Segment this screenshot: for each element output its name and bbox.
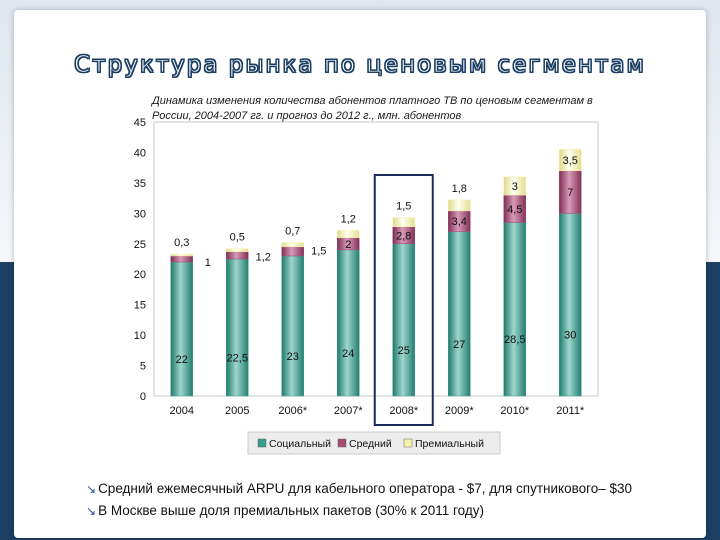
data-label: 1,5 (396, 201, 411, 213)
data-label: 1,2 (256, 252, 271, 264)
data-label: 22 (176, 354, 188, 366)
legend-label: Социальный (269, 438, 331, 450)
y-tick-label: 5 (140, 361, 146, 373)
plot-area (153, 121, 599, 397)
bar-segment (226, 248, 249, 252)
slide-title: Структура рынка по ценовым сегментам (74, 52, 646, 79)
bar-segment (170, 261, 193, 397)
bar-segment (170, 255, 193, 263)
y-tick-label: 45 (134, 117, 146, 129)
data-label: 3 (512, 181, 518, 193)
bullet-text: В Москве выше доля премиальных пакетов (… (98, 503, 484, 518)
x-tick-label: 2008* (389, 405, 418, 417)
x-tick-label: 2010* (500, 405, 529, 417)
x-tick-label: 2007* (334, 405, 363, 417)
y-tick-label: 35 (134, 178, 146, 190)
data-label: 24 (342, 348, 354, 360)
x-tick-label: 2004 (170, 405, 194, 417)
bar-segment (337, 249, 360, 397)
data-label: 4,5 (507, 204, 522, 216)
bullet-list: ↘ Средний ежемесячный ARPU для кабельного… (86, 478, 696, 522)
x-tick-label: 2009* (445, 405, 474, 417)
legend-label: Средний (349, 438, 392, 450)
data-label: 23 (287, 351, 299, 363)
bar-segment (281, 255, 304, 397)
bar-segment (448, 231, 471, 397)
bar-segment (337, 230, 360, 238)
data-label: 25 (398, 345, 410, 357)
data-label: 2 (345, 239, 351, 251)
bar-segment (226, 258, 249, 397)
legend-box (247, 431, 501, 455)
y-tick-label: 15 (134, 300, 146, 312)
arrow-bullet-icon: ↘ (86, 482, 97, 496)
y-tick-label: 25 (134, 239, 146, 251)
data-label: 27 (453, 339, 465, 351)
data-label: 30 (564, 330, 576, 342)
data-label: 2,8 (396, 230, 411, 242)
data-label: 0,5 (230, 232, 245, 244)
data-label: 22,5 (227, 353, 248, 365)
data-label: 0,3 (174, 237, 189, 249)
bar-segment (170, 253, 193, 257)
bullet-item-moscow: ↘ В Москве выше доля премиальных пакетов … (86, 500, 696, 522)
bullet-text: Средний ежемесячный ARPU для кабельного … (98, 481, 633, 496)
y-tick-label: 20 (134, 269, 146, 281)
bar-segment (448, 199, 471, 212)
bar-segment (559, 213, 582, 397)
legend-swatch (403, 438, 413, 448)
legend-swatch (257, 438, 267, 448)
y-tick-label: 10 (134, 330, 146, 342)
chart-title: Динамика изменения количества абонентов … (152, 95, 593, 122)
x-tick-label: 2011* (556, 405, 585, 417)
y-tick-label: 40 (134, 147, 146, 159)
bar-segment (392, 243, 415, 397)
bar-segment (281, 246, 304, 257)
data-label: 1,2 (341, 213, 356, 225)
bar-segment (226, 251, 249, 260)
data-label: 28,5 (504, 334, 525, 346)
bar-segment (392, 217, 415, 227)
data-label: 1,8 (452, 183, 467, 195)
legend-label: Премиальный (415, 438, 484, 450)
x-tick-label: 2006* (278, 405, 307, 417)
x-tick-label: 2005 (225, 405, 249, 417)
bullet-item-arpu: ↘ Средний ежемесячный ARPU для кабельного… (86, 478, 696, 500)
data-label: 3,4 (452, 216, 467, 228)
bar-segment (281, 242, 304, 248)
highlight-frame (373, 174, 434, 426)
data-label: 1,5 (311, 246, 326, 258)
legend-swatch (337, 438, 347, 448)
bar-segment (559, 149, 582, 171)
data-label: 1 (205, 257, 211, 269)
bar-segment (503, 222, 526, 397)
bar-segment (503, 176, 526, 196)
data-label: 0,7 (285, 226, 300, 238)
data-label: 3,5 (563, 155, 578, 167)
y-tick-label: 0 (140, 391, 146, 403)
arrow-bullet-icon: ↘ (86, 504, 97, 518)
data-label: 7 (567, 187, 573, 199)
y-tick-label: 30 (134, 208, 146, 220)
